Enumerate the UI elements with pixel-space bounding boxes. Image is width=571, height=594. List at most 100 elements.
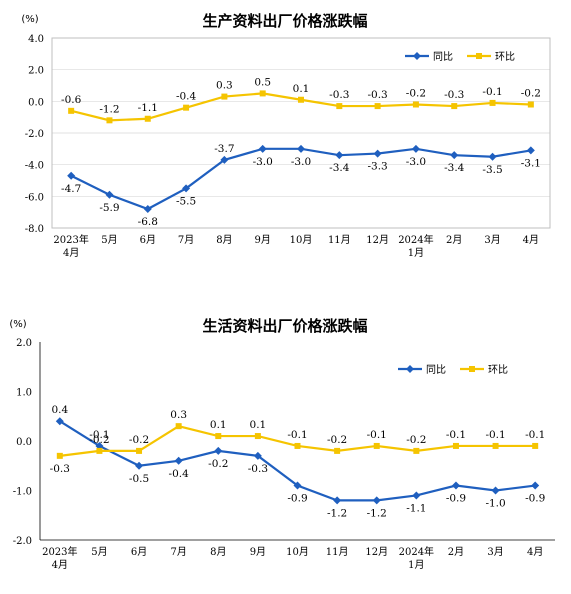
data-point xyxy=(333,496,342,505)
data-point xyxy=(335,151,344,160)
data-point xyxy=(373,442,380,449)
data-label: -0.4 xyxy=(169,468,190,480)
data-point xyxy=(143,205,152,213)
data-label: -0.2 xyxy=(406,434,426,446)
data-point xyxy=(411,144,420,153)
data-label: -0.1 xyxy=(89,429,109,441)
data-point xyxy=(413,447,420,454)
y-tick-label: -8.0 xyxy=(25,224,44,235)
data-point xyxy=(452,442,459,449)
x-tick-label: 9月 xyxy=(250,546,266,558)
data-label: -0.2 xyxy=(208,458,228,470)
y-tick-label: 4.0 xyxy=(28,34,44,45)
y-unit-label: (%) xyxy=(9,319,26,330)
x-tick-label: 4月 xyxy=(527,546,543,558)
data-point xyxy=(182,184,191,193)
data-point xyxy=(527,101,534,108)
x-tick-label: 2023年 xyxy=(42,545,77,558)
data-label: -0.1 xyxy=(446,429,466,441)
x-tick-label: 8月 xyxy=(216,234,232,246)
data-point xyxy=(412,491,421,500)
x-tick-label: 5月 xyxy=(91,546,107,558)
x-tick-label: 2024年 xyxy=(399,545,434,558)
data-label: -3.4 xyxy=(329,162,350,174)
x-tick-label: 8月 xyxy=(210,546,226,558)
data-label: 0.4 xyxy=(51,404,68,416)
data-label: -0.1 xyxy=(482,86,502,98)
x-tick-label: 6月 xyxy=(131,546,147,558)
data-label: -1.2 xyxy=(327,507,347,519)
x-tick-label: 12月 xyxy=(365,546,388,558)
data-point xyxy=(106,117,113,124)
x-tick-label: 4月 xyxy=(52,559,68,571)
data-label: -0.3 xyxy=(50,463,70,475)
data-label: 0.1 xyxy=(250,419,267,431)
data-point xyxy=(221,93,228,100)
chart-production-materials: 生产资料出厂价格涨跌幅 (%) 4.0 2.0 0.0 -2.0 -4.0 -6.0 -8.0 2… xyxy=(21,12,551,259)
data-label: -3.0 xyxy=(406,156,426,168)
data-point xyxy=(105,190,114,199)
y-unit-label: (%) xyxy=(21,14,38,25)
x-tick-label: 3月 xyxy=(484,234,500,246)
x-tick-label: 10月 xyxy=(290,234,313,246)
legend-marker xyxy=(469,366,475,372)
x-tick-label: 2月 xyxy=(446,234,462,246)
data-label: -0.1 xyxy=(485,429,505,441)
x-tick-label: 1月 xyxy=(408,559,424,571)
legend-entry: 环比 xyxy=(495,51,515,63)
data-label: -0.4 xyxy=(176,91,197,103)
data-point xyxy=(175,423,182,430)
data-point xyxy=(492,442,499,449)
data-point xyxy=(183,104,190,111)
data-label: -0.9 xyxy=(287,493,307,505)
data-label: -0.2 xyxy=(406,88,426,100)
data-label: -1.1 xyxy=(406,502,426,514)
x-tick-label: 2023年 xyxy=(53,233,88,246)
x-tick-label: 10月 xyxy=(286,546,309,558)
data-point xyxy=(215,433,222,440)
data-label: -3.0 xyxy=(253,156,273,168)
data-point xyxy=(297,144,305,153)
data-label: -1.2 xyxy=(99,103,119,115)
data-point xyxy=(254,433,261,440)
x-tick-label: 7月 xyxy=(178,234,194,246)
data-point xyxy=(220,155,229,164)
data-label: -0.1 xyxy=(367,429,387,441)
data-label: -0.1 xyxy=(525,429,545,441)
data-point xyxy=(55,417,64,426)
data-point xyxy=(294,442,301,449)
data-point xyxy=(491,486,500,495)
x-tick-label: 7月 xyxy=(170,546,186,558)
data-label: -3.7 xyxy=(214,143,234,155)
data-label: -0.2 xyxy=(327,434,347,446)
data-point xyxy=(258,144,267,153)
data-label: -0.9 xyxy=(446,493,466,505)
data-label: -3.0 xyxy=(291,156,311,168)
data-label: -3.3 xyxy=(367,161,387,173)
data-point xyxy=(144,115,151,122)
x-tick-label: 9月 xyxy=(255,234,271,246)
data-label: -1.2 xyxy=(367,507,387,519)
x-tick-label: 6月 xyxy=(140,234,156,246)
data-point xyxy=(488,152,497,161)
data-point xyxy=(135,461,144,470)
data-point xyxy=(526,146,535,155)
x-tick-label: 2024年 xyxy=(398,233,433,246)
data-label: -0.1 xyxy=(287,429,307,441)
x-tick-label: 11月 xyxy=(326,546,349,558)
data-point xyxy=(136,447,143,454)
data-label: -0.3 xyxy=(248,463,268,475)
data-point xyxy=(334,447,341,454)
data-point xyxy=(95,441,104,450)
data-point xyxy=(259,90,266,97)
data-label: 0.1 xyxy=(293,83,310,95)
chart-consumer-goods: 生活资料出厂价格涨跌幅(%)2.01.00.0-1.0-2.02023年4月5月… xyxy=(9,317,555,571)
y-tick-label: -2.0 xyxy=(13,536,32,547)
data-point xyxy=(373,149,382,158)
data-point xyxy=(56,452,63,459)
data-label: -0.2 xyxy=(521,88,541,100)
y-tick-label: -6.0 xyxy=(25,192,44,203)
legend-entry: 环比 xyxy=(488,364,508,376)
x-tick-label: 4月 xyxy=(523,234,539,246)
legend-marker xyxy=(406,365,414,373)
